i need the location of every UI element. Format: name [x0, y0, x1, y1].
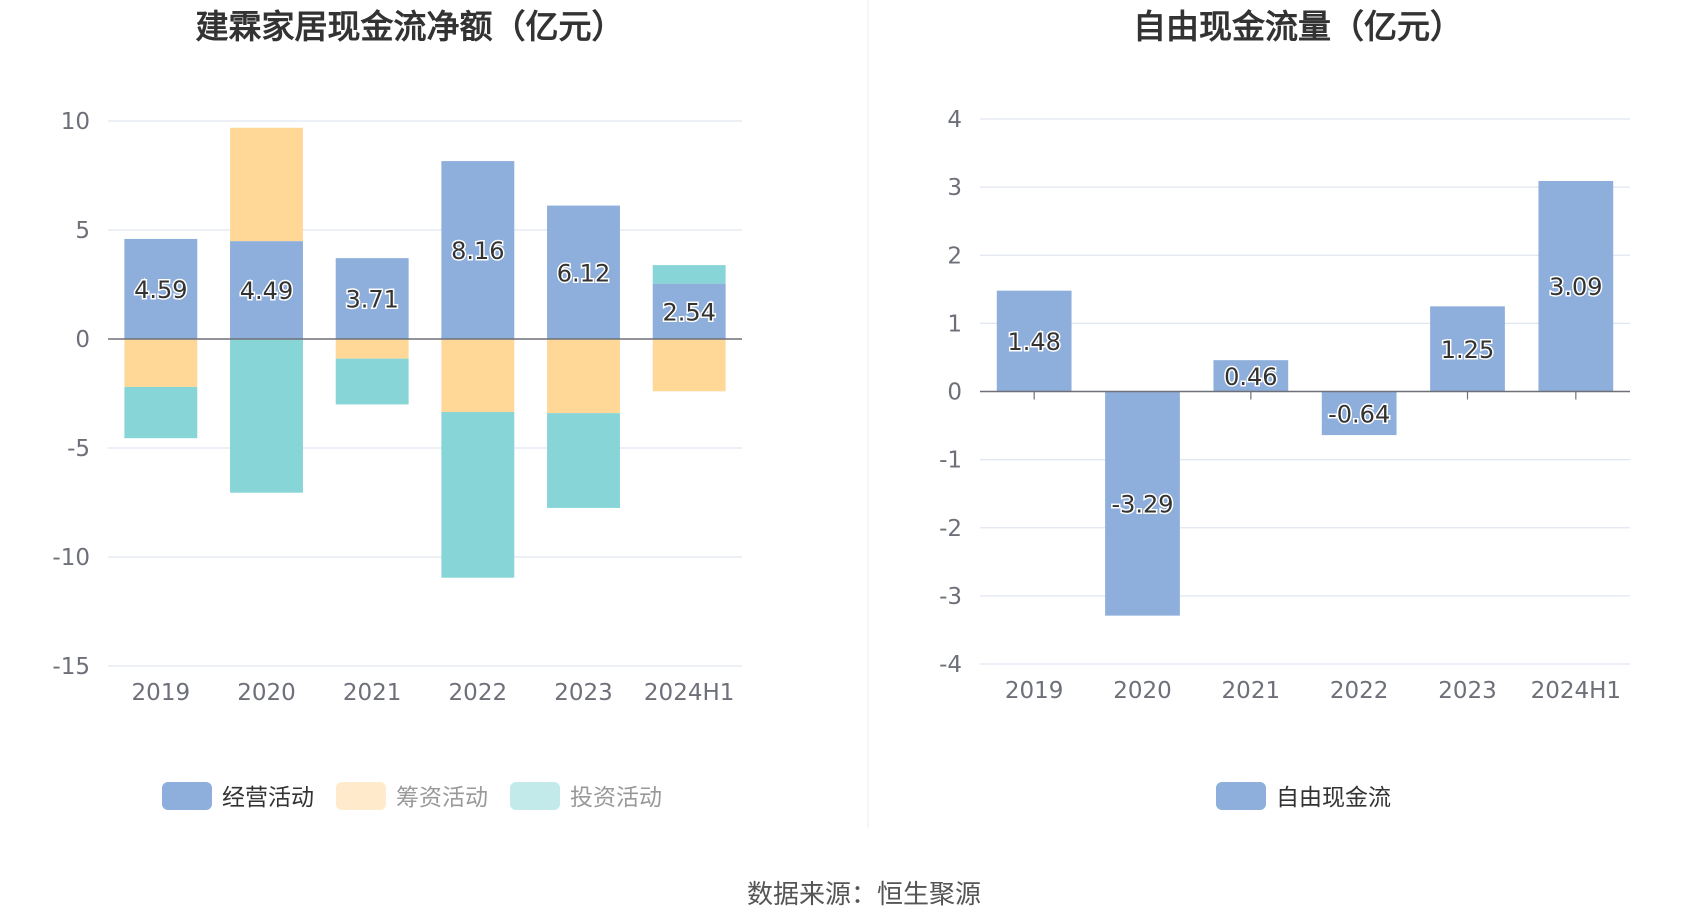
x-tick-label: 2023: [1438, 678, 1497, 704]
bar-left-1-4: [547, 339, 620, 414]
bar-left-0-2: [335, 258, 409, 339]
y-tick-label: -5: [67, 436, 90, 462]
bar-value-label: 4.59: [134, 276, 187, 304]
bar-left-1-5: [652, 339, 726, 392]
legend-swatch-0[interactable]: [162, 782, 212, 810]
x-tick-label: 2021: [1222, 678, 1281, 704]
y-tick-label: -10: [52, 545, 90, 571]
bar-value-label: 1.48: [1007, 328, 1060, 356]
bar-value-label: 4.49: [240, 277, 293, 305]
source-note: 数据来源：恒生聚源: [747, 880, 981, 910]
bar-value-label: 1.25: [1441, 336, 1494, 364]
x-tick-label: 2021: [343, 680, 402, 706]
y-tick-label: -1: [939, 448, 962, 474]
y-tick-label: 4: [947, 107, 962, 133]
bar-left-2-0: [124, 386, 198, 439]
bar-value-label: 6.12: [557, 259, 610, 287]
left-y-ticks: 10 5 0 -5 -10 -15: [52, 109, 90, 680]
bar-left-2-5: [652, 265, 726, 284]
legend-swatch-0[interactable]: [1216, 782, 1266, 810]
y-tick-label: 1: [947, 311, 962, 337]
bar-left-2-3: [441, 412, 515, 578]
x-tick-label: 2020: [237, 680, 296, 706]
legend-label-0[interactable]: 经营活动: [222, 785, 314, 811]
bar-value-label: 8.16: [451, 237, 504, 265]
y-tick-label: -3: [939, 584, 962, 610]
y-tick-label: -15: [52, 654, 90, 680]
bar-right-0-0: [996, 290, 1072, 392]
bar-left-2-2: [335, 358, 409, 405]
left-grid: [108, 120, 742, 667]
x-tick-label: 2022: [1330, 678, 1389, 704]
bar-left-0-4: [547, 205, 620, 339]
y-tick-label: 0: [75, 327, 90, 353]
bar-value-label: -3.29: [1111, 491, 1173, 519]
bar-left-2-4: [547, 413, 620, 508]
right-x-ticks: 2019 2020 2021 2022 2023 2024H1: [1005, 678, 1621, 704]
x-tick-label: 2024H1: [1531, 678, 1621, 704]
bar-left-2-1: [230, 339, 303, 493]
y-tick-label: 0: [947, 380, 962, 406]
y-tick-label: 10: [61, 109, 90, 135]
x-tick-label: 2020: [1113, 678, 1172, 704]
left-x-ticks: 2019 2020 2021 2022 2023 2024H1: [132, 680, 735, 706]
legend-swatch-2[interactable]: [510, 782, 560, 810]
x-tick-label: 2022: [449, 680, 508, 706]
left-chart: 建霖家居现金流净额（亿元） 4.59 4.49 3.71 8.16 6.12 2.54 1…: [52, 7, 742, 811]
right-y-ticks: 4 3 2 1 0 -1 -2 -3 -4: [939, 107, 962, 678]
bar-left-1-1: [230, 127, 303, 242]
left-chart-title: 建霖家居现金流净额（亿元）: [196, 7, 625, 46]
bar-value-label: 0.46: [1224, 363, 1277, 391]
x-tick-label: 2024H1: [644, 680, 734, 706]
right-chart: 自由现金流量（亿元） 1.48 -3.29 0.46 -0.64 1.25 3.09 4 3…: [939, 7, 1630, 811]
right-legend: 自由现金流: [1216, 782, 1391, 811]
legend-label-0[interactable]: 自由现金流: [1276, 785, 1391, 811]
bar-left-0-1: [230, 241, 303, 339]
bar-right-0-5: [1538, 180, 1614, 392]
bar-left-1-2: [335, 339, 409, 359]
legend-label-1[interactable]: 筹资活动: [396, 785, 488, 811]
y-tick-label: -4: [939, 652, 962, 678]
left-legend: 经营活动 筹资活动 投资活动: [162, 782, 662, 811]
x-tick-label: 2019: [1005, 678, 1064, 704]
bar-value-label: -0.64: [1328, 400, 1390, 428]
bar-left-0-5: [652, 283, 726, 339]
bar-value-label: 3.09: [1549, 273, 1602, 301]
right-bar-labels: 1.48 -3.29 0.46 -0.64 1.25 3.09: [1006, 272, 1604, 520]
left-bar-labels: 4.59 4.49 3.71 8.16 6.12 2.54: [133, 236, 718, 328]
left-bars: [108, 127, 742, 578]
y-tick-label: 2: [947, 243, 962, 269]
x-tick-label: 2023: [554, 680, 613, 706]
y-tick-label: -2: [939, 516, 962, 542]
x-tick-label: 2019: [132, 680, 191, 706]
bar-left-0-3: [441, 161, 515, 339]
bar-left-1-3: [441, 339, 515, 413]
y-tick-label: 5: [75, 218, 90, 244]
bar-right-0-2: [1213, 360, 1289, 392]
right-bars: [980, 180, 1630, 616]
bar-left-1-0: [124, 339, 198, 387]
bar-right-0-1: [1105, 391, 1180, 616]
bar-value-label: 3.71: [345, 286, 398, 314]
bar-left-0-0: [124, 238, 198, 339]
right-chart-title: 自由现金流量（亿元）: [1133, 7, 1463, 46]
bar-right-0-3: [1321, 391, 1397, 436]
bar-value-label: 2.54: [662, 298, 715, 326]
bar-right-0-4: [1430, 306, 1505, 392]
y-tick-label: 3: [947, 175, 962, 201]
legend-swatch-1[interactable]: [336, 782, 386, 810]
legend-label-2[interactable]: 投资活动: [570, 785, 662, 811]
right-grid: [980, 118, 1630, 665]
